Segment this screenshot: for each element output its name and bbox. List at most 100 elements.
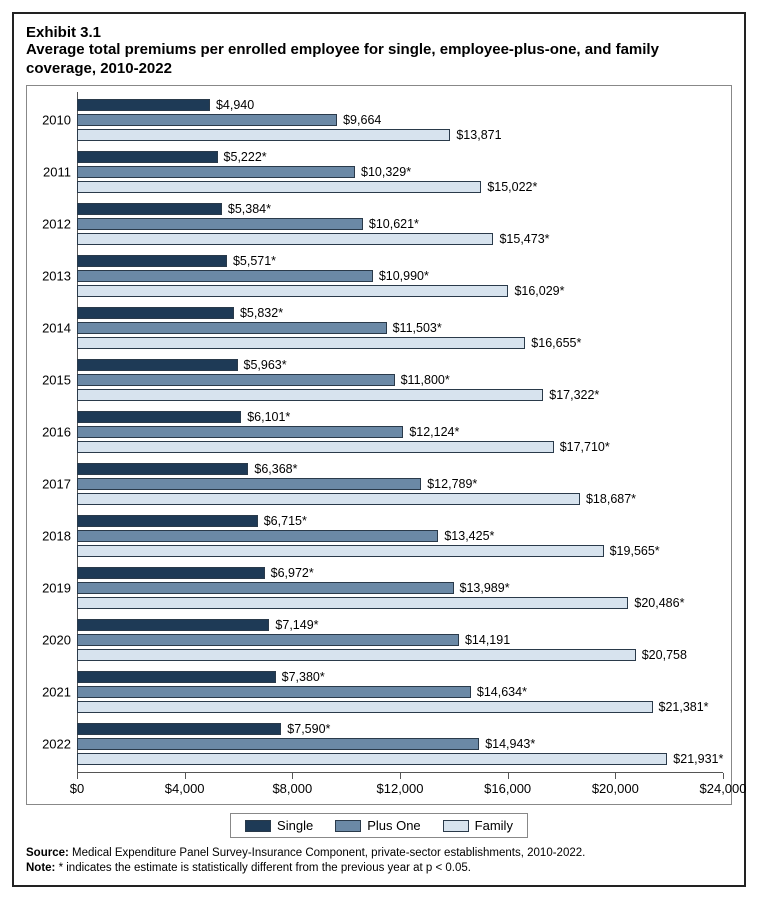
bar-value-label: $11,503* xyxy=(393,321,442,335)
bar-value-label: $5,571* xyxy=(233,254,276,268)
year-label: 2014 xyxy=(27,320,71,335)
bar-plus xyxy=(77,426,403,438)
bar-value-label: $15,473* xyxy=(499,232,549,246)
bar-value-label: $21,381* xyxy=(659,700,709,714)
bar-plus xyxy=(77,582,454,594)
bar-family xyxy=(77,389,543,401)
x-tick xyxy=(292,773,293,779)
bar-plus xyxy=(77,634,459,646)
bar-family xyxy=(77,545,604,557)
legend-item-family: Family xyxy=(443,818,513,833)
bar-single xyxy=(77,411,241,423)
bar-single xyxy=(77,515,258,527)
bar-chart: $0$4,000$8,000$12,000$16,000$20,000$24,0… xyxy=(26,85,732,805)
bar-single xyxy=(77,619,269,631)
year-label: 2013 xyxy=(27,268,71,283)
note-text: * indicates the estimate is statisticall… xyxy=(55,862,471,874)
bar-single xyxy=(77,671,276,683)
bar-value-label: $21,931* xyxy=(673,752,723,766)
year-label: 2018 xyxy=(27,528,71,543)
bar-value-label: $10,990* xyxy=(379,269,429,283)
bar-value-label: $13,871 xyxy=(456,128,501,142)
bar-plus xyxy=(77,478,421,490)
bar-value-label: $7,590* xyxy=(287,722,330,736)
bar-plus xyxy=(77,322,387,334)
year-label: 2020 xyxy=(27,632,71,647)
year-label: 2015 xyxy=(27,372,71,387)
bar-family xyxy=(77,129,450,141)
bar-single xyxy=(77,463,248,475)
bar-plus xyxy=(77,166,355,178)
year-label: 2022 xyxy=(27,736,71,751)
bar-value-label: $13,425* xyxy=(444,529,494,543)
year-label: 2019 xyxy=(27,580,71,595)
legend-label-single: Single xyxy=(277,818,313,833)
note-label: Note: xyxy=(26,862,55,874)
source-text: Medical Expenditure Panel Survey-Insuran… xyxy=(69,847,586,859)
legend-label-plus-one: Plus One xyxy=(367,818,420,833)
bar-family xyxy=(77,285,508,297)
source-label: Source: xyxy=(26,847,69,859)
exhibit-title: Average total premiums per enrolled empl… xyxy=(26,41,732,79)
bar-value-label: $11,800* xyxy=(401,373,450,387)
year-label: 2021 xyxy=(27,684,71,699)
title-block: Exhibit 3.1 Average total premiums per e… xyxy=(26,24,732,79)
bar-value-label: $10,621* xyxy=(369,217,419,231)
bar-single xyxy=(77,359,238,371)
bar-value-label: $5,832* xyxy=(240,306,283,320)
bar-value-label: $14,634* xyxy=(477,685,527,699)
x-tick xyxy=(77,773,78,779)
exhibit-number: Exhibit 3.1 xyxy=(26,24,732,41)
bar-single xyxy=(77,255,227,267)
bar-single xyxy=(77,567,265,579)
bar-value-label: $17,710* xyxy=(560,440,610,454)
bar-value-label: $20,758 xyxy=(642,648,687,662)
bar-value-label: $16,655* xyxy=(531,336,581,350)
bar-value-label: $10,329* xyxy=(361,165,411,179)
x-tick-label: $0 xyxy=(70,781,84,796)
legend: Single Plus One Family xyxy=(230,813,528,838)
legend-label-family: Family xyxy=(475,818,513,833)
year-label: 2011 xyxy=(27,164,71,179)
swatch-single xyxy=(245,820,271,832)
bar-family xyxy=(77,493,580,505)
bar-value-label: $14,943* xyxy=(485,737,535,751)
bar-family xyxy=(77,181,481,193)
bar-value-label: $18,687* xyxy=(586,492,636,506)
x-tick xyxy=(615,773,616,779)
x-tick-label: $8,000 xyxy=(272,781,312,796)
footnotes: Source: Medical Expenditure Panel Survey… xyxy=(26,846,732,877)
bar-value-label: $12,789* xyxy=(427,477,477,491)
bar-value-label: $5,963* xyxy=(244,358,287,372)
x-tick xyxy=(400,773,401,779)
bar-family xyxy=(77,753,667,765)
bar-plus xyxy=(77,374,395,386)
bar-value-label: $19,565* xyxy=(610,544,660,558)
bar-family xyxy=(77,701,653,713)
source-line: Source: Medical Expenditure Panel Survey… xyxy=(26,846,732,862)
x-tick-label: $24,000 xyxy=(700,781,747,796)
bar-value-label: $7,149* xyxy=(275,618,318,632)
bar-family xyxy=(77,233,493,245)
x-axis: $0$4,000$8,000$12,000$16,000$20,000$24,0… xyxy=(77,772,723,804)
bar-value-label: $5,384* xyxy=(228,202,271,216)
bar-single xyxy=(77,723,281,735)
x-tick-label: $4,000 xyxy=(165,781,205,796)
bar-single xyxy=(77,203,222,215)
bar-family xyxy=(77,597,628,609)
bar-value-label: $6,101* xyxy=(247,410,290,424)
exhibit-frame: Exhibit 3.1 Average total premiums per e… xyxy=(12,12,746,887)
year-label: 2016 xyxy=(27,424,71,439)
bar-family xyxy=(77,441,554,453)
year-label: 2017 xyxy=(27,476,71,491)
bar-value-label: $12,124* xyxy=(409,425,459,439)
bar-value-label: $15,022* xyxy=(487,180,537,194)
x-tick-label: $12,000 xyxy=(377,781,424,796)
swatch-family xyxy=(443,820,469,832)
bar-value-label: $6,972* xyxy=(271,566,314,580)
legend-item-plus-one: Plus One xyxy=(335,818,420,833)
bar-value-label: $16,029* xyxy=(514,284,564,298)
year-label: 2012 xyxy=(27,216,71,231)
bar-plus xyxy=(77,530,438,542)
bar-plus xyxy=(77,218,363,230)
